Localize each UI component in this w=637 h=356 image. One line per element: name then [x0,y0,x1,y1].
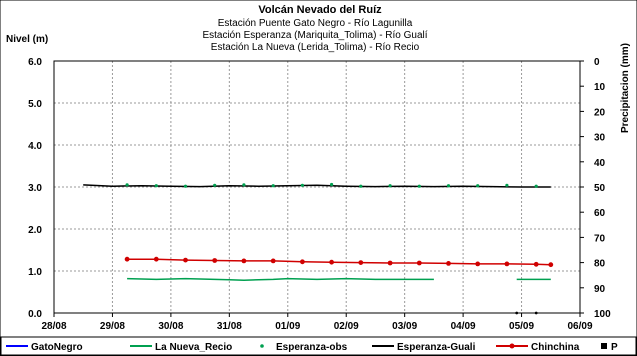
y-right-axis-label: Precipitacion (mm) [620,43,631,133]
y-right-tick-label: 70 [594,233,606,244]
series-p-point [515,311,519,315]
y-right-tick-label: 20 [594,107,606,118]
series-chinchina-point [533,261,539,267]
series-chinchina-point [329,259,334,265]
series-chinchina-point [446,261,451,266]
y-left-tick-label: 2.0 [28,225,42,236]
legend-esperanza-guali-label: Esperanza-Guali [397,342,476,353]
series-chinchina-line [127,258,551,266]
series-chinchina-point [475,261,481,267]
series-chinchina-point [153,256,159,262]
y-right-tick-label: 80 [594,259,606,270]
series-esperanza-obs-point [534,184,538,188]
series-chinchina-point [387,260,393,266]
series-esperanza-obs-point [446,184,451,188]
chart-title: Volcán Nevado del Ruíz [258,4,382,16]
legend-chinchina-label: Chinchina [531,342,580,353]
series-chinchina-point [124,256,130,262]
series-chinchina-point [548,262,554,268]
legend-esperanza-obs-swatch [260,344,264,348]
y-left-tick-label: 4.0 [28,141,42,152]
series-esperanza-obs-point [125,183,129,187]
series-la-nueva-line [127,277,434,281]
series-esperanza-obs-point [213,183,217,187]
legend-box [0,336,637,356]
legend: GatoNegro La Nueva_Recio Esperanza-obs E… [0,336,637,356]
axis-ticks: 0.0 1.0 2.0 3.0 4.0 5.0 6.0 28/08 29/08 30/08 31/0… [28,57,611,332]
y-right-tick-label: 100 [594,309,611,320]
y-left-tick-label: 3.0 [28,183,42,194]
legend-gatonegro-label: GatoNegro [31,342,83,353]
chart-subtitle-1: Estación Puente Gato Negro - Río Lagunil… [218,18,413,29]
y-right-tick-label: 90 [594,284,606,295]
x-tick-label: 06/09 [567,321,592,332]
y-right-tick-label: 60 [594,208,606,219]
y-right-tick-label: 30 [594,133,606,144]
gridlines [54,61,580,313]
series-chinchina-point [183,257,188,263]
legend-p-swatch [601,343,607,349]
y-left-tick-label: 0.0 [28,309,42,320]
x-tick-label: 31/08 [217,321,242,332]
y-right-tick-label: 0 [594,57,600,68]
series-chinchina-point [358,260,364,265]
series-esperanza-obs-point [154,184,158,188]
series-esperanza-obs-point [183,184,188,188]
series-esperanza-obs-point [417,184,421,188]
series-esperanza-guali-line [83,184,551,188]
y-right-tick-label: 10 [594,82,606,93]
y-left-tick-label: 6.0 [28,57,42,68]
series-chinchina-point [416,260,422,266]
series-chinchina-point [300,259,305,265]
series-chinchina-point [504,261,510,267]
legend-la-nueva-label: La Nueva_Recio [155,342,232,353]
series-chinchina-point [270,258,276,264]
chart-subtitle-2: Estación Esperanza (Mariquita_Tolima) - … [202,30,427,41]
series-esperanza-obs-point [359,184,363,188]
x-tick-label: 29/08 [100,321,125,332]
y-left-tick-label: 1.0 [28,267,42,278]
y-left-tick-label: 5.0 [28,99,42,110]
x-tick-label: 30/08 [158,321,183,332]
series-esperanza-obs-point [505,183,509,187]
series-esperanza-obs-point [300,183,304,187]
x-tick-label: 01/09 [275,321,300,332]
series [83,182,554,315]
series-esperanza-obs-point [271,184,275,188]
legend-chinchina-marker [509,343,515,349]
series-chinchina-point [212,258,218,263]
legend-esperanza-obs-label: Esperanza-obs [276,342,348,353]
x-tick-label: 28/08 [41,321,66,332]
legend-p-label: P [611,342,618,353]
y-right-tick-label: 40 [594,158,606,169]
x-tick-label: 04/09 [451,321,476,332]
y-left-axis-label: Nivel (m) [6,34,48,45]
series-p-point [534,311,538,315]
series-esperanza-obs-point [242,183,246,187]
x-tick-label: 03/09 [392,321,417,332]
x-tick-label: 05/09 [509,321,534,332]
series-esperanza-obs-point [476,184,480,188]
series-chinchina-point [241,258,247,264]
x-tick-label: 02/09 [334,321,359,332]
series-esperanza-obs-point [388,184,392,188]
y-right-tick-label: 50 [594,183,606,194]
chart-subtitle-3: Estación La Nueva (Lerida_Tolima) - Río … [211,42,420,53]
series-esperanza-obs-point [330,182,334,187]
